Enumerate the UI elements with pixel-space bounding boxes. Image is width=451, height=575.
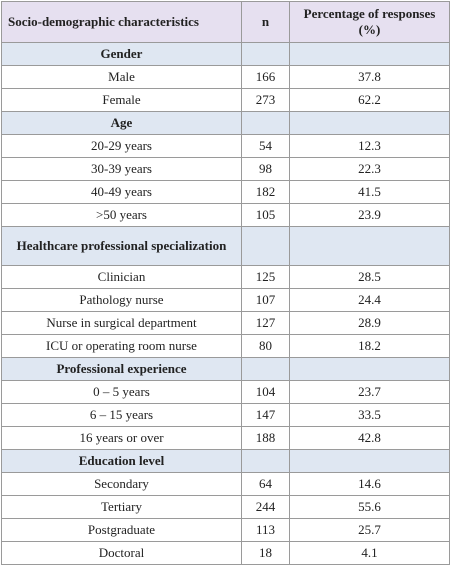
count-cell: 147 — [241, 403, 290, 427]
count-cell: 244 — [241, 495, 290, 519]
data-row: Female 273 62.2 — [1, 88, 450, 112]
header-row: Socio-demographic characteristics n Perc… — [1, 1, 450, 43]
data-row: Tertiary 244 55.6 — [1, 495, 450, 519]
data-row: Secondary 64 14.6 — [1, 472, 450, 496]
label-cell: 40-49 years — [1, 180, 242, 204]
data-row: Clinician 125 28.5 — [1, 265, 450, 289]
percent-cell: 33.5 — [289, 403, 450, 427]
data-row: 30-39 years 98 22.3 — [1, 157, 450, 181]
empty-cell — [289, 111, 450, 135]
percent-cell: 22.3 — [289, 157, 450, 181]
data-row: >50 years 105 23.9 — [1, 203, 450, 227]
percent-cell: 23.9 — [289, 203, 450, 227]
empty-cell — [241, 226, 290, 266]
section-row: Gender — [1, 42, 450, 66]
data-row: 16 years or over 188 42.8 — [1, 426, 450, 450]
header-cell: Socio-demographic characteristics — [1, 1, 242, 43]
data-row: 6 – 15 years 147 33.5 — [1, 403, 450, 427]
section-title: Professional experience — [1, 357, 242, 381]
label-cell: Postgraduate — [1, 518, 242, 542]
label-cell: Tertiary — [1, 495, 242, 519]
data-row: Doctoral 18 4.1 — [1, 541, 450, 565]
data-row: 20-29 years 54 12.3 — [1, 134, 450, 158]
percent-cell: 14.6 — [289, 472, 450, 496]
percent-cell: 18.2 — [289, 334, 450, 358]
label-cell: Clinician — [1, 265, 242, 289]
percent-cell: 12.3 — [289, 134, 450, 158]
empty-cell — [241, 111, 290, 135]
label-cell: 20-29 years — [1, 134, 242, 158]
label-cell: Female — [1, 88, 242, 112]
data-row: Male 166 37.8 — [1, 65, 450, 89]
header-cell: n — [241, 1, 290, 43]
label-cell: Doctoral — [1, 541, 242, 565]
section-title: Gender — [1, 42, 242, 66]
percent-cell: 41.5 — [289, 180, 450, 204]
count-cell: 125 — [241, 265, 290, 289]
percent-cell: 62.2 — [289, 88, 450, 112]
count-cell: 18 — [241, 541, 290, 565]
empty-cell — [241, 357, 290, 381]
label-cell: Secondary — [1, 472, 242, 496]
data-row: 40-49 years 182 41.5 — [1, 180, 450, 204]
label-cell: 16 years or over — [1, 426, 242, 450]
label-cell: Male — [1, 65, 242, 89]
empty-cell — [289, 226, 450, 266]
count-cell: 64 — [241, 472, 290, 496]
percent-cell: 4.1 — [289, 541, 450, 565]
count-cell: 104 — [241, 380, 290, 404]
label-cell: ICU or operating room nurse — [1, 334, 242, 358]
count-cell: 182 — [241, 180, 290, 204]
empty-cell — [289, 449, 450, 473]
count-cell: 105 — [241, 203, 290, 227]
label-cell: Pathology nurse — [1, 288, 242, 312]
section-row: Healthcare professional specialization — [1, 226, 450, 266]
section-row: Age — [1, 111, 450, 135]
section-title: Age — [1, 111, 242, 135]
label-cell: >50 years — [1, 203, 242, 227]
data-row: Pathology nurse 107 24.4 — [1, 288, 450, 312]
section-row: Education level — [1, 449, 450, 473]
data-row: Nurse in surgical department 127 28.9 — [1, 311, 450, 335]
count-cell: 188 — [241, 426, 290, 450]
data-row: 0 – 5 years 104 23.7 — [1, 380, 450, 404]
label-cell: Nurse in surgical department — [1, 311, 242, 335]
count-cell: 127 — [241, 311, 290, 335]
percent-cell: 28.5 — [289, 265, 450, 289]
empty-cell — [289, 42, 450, 66]
empty-cell — [289, 357, 450, 381]
percent-cell: 25.7 — [289, 518, 450, 542]
percent-cell: 37.8 — [289, 65, 450, 89]
empty-cell — [241, 42, 290, 66]
section-row: Professional experience — [1, 357, 450, 381]
percent-cell: 24.4 — [289, 288, 450, 312]
count-cell: 80 — [241, 334, 290, 358]
label-cell: 6 – 15 years — [1, 403, 242, 427]
percent-cell: 28.9 — [289, 311, 450, 335]
count-cell: 107 — [241, 288, 290, 312]
demographics-table: Socio-demographic characteristics n Perc… — [1, 1, 450, 565]
count-cell: 113 — [241, 518, 290, 542]
percent-cell: 23.7 — [289, 380, 450, 404]
section-title: Healthcare professional specialization — [1, 226, 242, 266]
count-cell: 166 — [241, 65, 290, 89]
header-cell: Percentage of responses (%) — [289, 1, 450, 43]
percent-cell: 55.6 — [289, 495, 450, 519]
count-cell: 98 — [241, 157, 290, 181]
label-cell: 30-39 years — [1, 157, 242, 181]
percent-cell: 42.8 — [289, 426, 450, 450]
label-cell: 0 – 5 years — [1, 380, 242, 404]
count-cell: 54 — [241, 134, 290, 158]
count-cell: 273 — [241, 88, 290, 112]
section-title: Education level — [1, 449, 242, 473]
table-body: Gender Male 166 37.8 Female 273 62.2 Age 20-29 y… — [1, 42, 450, 565]
data-row: ICU or operating room nurse 80 18.2 — [1, 334, 450, 358]
data-row: Postgraduate 113 25.7 — [1, 518, 450, 542]
empty-cell — [241, 449, 290, 473]
